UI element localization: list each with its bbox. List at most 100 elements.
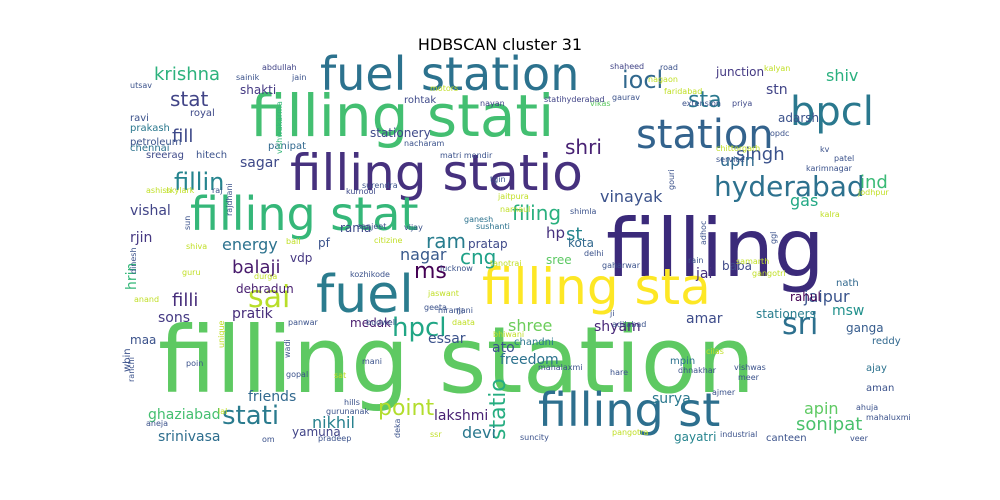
word-shiv: shiv [826, 66, 858, 85]
word-rahul: rahul [790, 290, 821, 304]
word-ji: ji [609, 309, 614, 318]
word-pratik: pratik [232, 306, 274, 322]
word-kalyan: kalyan [764, 64, 790, 73]
word-sons: sons [158, 310, 190, 326]
word-sagar: sagar [240, 155, 279, 171]
word-sanjeet: sanjeet [357, 222, 386, 231]
word-sat: sat [334, 371, 346, 380]
word-veer: veer [850, 434, 869, 443]
word-hrin: hrin [124, 263, 140, 290]
word-statihyderabad: statihyderabad [544, 95, 605, 104]
word-point: point [378, 396, 434, 421]
word-ggl: ggl [769, 232, 778, 244]
word-ajmer: ajmer [712, 388, 736, 397]
word-pradeep: pradeep [318, 434, 351, 443]
word-tgin: tgin [490, 175, 506, 184]
word-chennai: chennai [130, 143, 170, 154]
word-devi: devi [462, 423, 496, 442]
word-surendra: surendra [362, 181, 398, 190]
word-sta: sta [688, 88, 722, 113]
word-gaurav: gaurav [612, 93, 640, 102]
word-anand: anand [134, 295, 159, 304]
word-filling-sta: filling sta [482, 258, 711, 316]
word-ashish: ashish [146, 186, 172, 195]
word-filling-st: filling st [538, 383, 720, 437]
word-deka: deka [393, 419, 402, 438]
word-dhnakhar: dhnakhar [678, 366, 717, 375]
word-dinesh: dinesh [129, 247, 138, 274]
word-jai: jai [695, 266, 712, 282]
word-delhi: delhi [584, 249, 604, 258]
word-shimla: shimla [570, 207, 596, 216]
chart-title: HDBSCAN cluster 31 [417, 35, 583, 54]
word-fuel-station: fuel station [320, 47, 579, 101]
word-surya: surya [652, 391, 691, 407]
word-jodhpur: jodhpur [857, 188, 889, 197]
word-vishal: vishal [130, 203, 171, 219]
word-shri: shri [565, 135, 602, 159]
word-aneja: aneja [146, 419, 168, 428]
word-freedom: freedom [500, 352, 559, 368]
word-gurunanak: gurunanak [326, 407, 369, 416]
word-adilabad: adilabad [612, 320, 646, 329]
word-adarsh: adarsh [778, 111, 819, 125]
word-durga: durga [254, 272, 277, 281]
word-nagar: nagar [400, 245, 447, 264]
word-road: road [660, 63, 678, 72]
word-hp: hp [546, 224, 565, 242]
word-ram: ram [426, 229, 466, 253]
word-nagaon: nagaon [648, 75, 678, 84]
word-hare: hare [610, 368, 628, 377]
word-patel: patel [834, 154, 854, 163]
word-samarth: samarth [736, 257, 769, 266]
word-nacharam: nacharam [404, 139, 445, 148]
word-sreerag: sreerag [146, 150, 184, 161]
word-iocl: iocl [622, 66, 663, 94]
word-rama: rama [340, 221, 371, 235]
word-vishwakarma: vishwakarma [275, 101, 284, 154]
word-krishna: krishna [154, 64, 220, 85]
word-wbin: wbin [122, 348, 133, 372]
word-shiva: shiva [186, 242, 207, 251]
word-mahalaxmi: mahalaxmi [538, 363, 583, 372]
word-medak: medak [350, 316, 391, 330]
word-maa: maa [130, 333, 156, 347]
word-sri: sri [782, 307, 818, 342]
word-petroleum: petroleum [130, 137, 181, 148]
word-daata: daata [452, 318, 475, 327]
word-srinivasa: srinivasa [158, 429, 220, 445]
word-tanotrai: tanotrai [490, 259, 522, 268]
word-rajdhani: rajdhani [225, 183, 234, 216]
word-vdp: vdp [290, 251, 312, 265]
word-fil: fil [456, 307, 463, 316]
word-om: om [262, 435, 275, 444]
word-upin: upin [720, 151, 755, 170]
word-vishwas: vishwas [734, 363, 766, 372]
word-rain: rain [688, 256, 703, 265]
word-gayatri: gayatri [674, 430, 716, 444]
word-priya: priya [732, 99, 752, 108]
word-bali: bali [286, 237, 300, 246]
word-unique: unique [217, 320, 226, 348]
word-vikas: vikas [590, 99, 611, 108]
word-filling-station: filling station [158, 307, 755, 414]
word-gaharwar: gaharwar [602, 261, 641, 270]
word-baba: baba [722, 259, 752, 273]
word-shaheed: shaheed [610, 62, 644, 71]
word-sushanti: sushanti [476, 222, 510, 231]
word-jaipur: jaipur [803, 287, 850, 306]
word-kurnool: kurnool [346, 187, 376, 196]
word-ranchi: ranchi [127, 357, 136, 382]
word-skylark: skylark [166, 186, 195, 195]
word-motors: motors [430, 84, 458, 93]
word-sonipat: sonipat [796, 414, 862, 435]
word-yamuna: yamuna [292, 425, 341, 439]
word-ajay: ajay [866, 363, 887, 374]
word-chandni: chandni [514, 337, 554, 348]
word-ms: ms [414, 259, 447, 284]
word-prakash: prakash [130, 123, 170, 134]
word-matri-mondir: matri mondir [440, 151, 493, 160]
word-adhoc: adhoc [699, 221, 708, 245]
word-filli: filli [172, 290, 198, 311]
word-ahuja: ahuja [856, 403, 878, 412]
